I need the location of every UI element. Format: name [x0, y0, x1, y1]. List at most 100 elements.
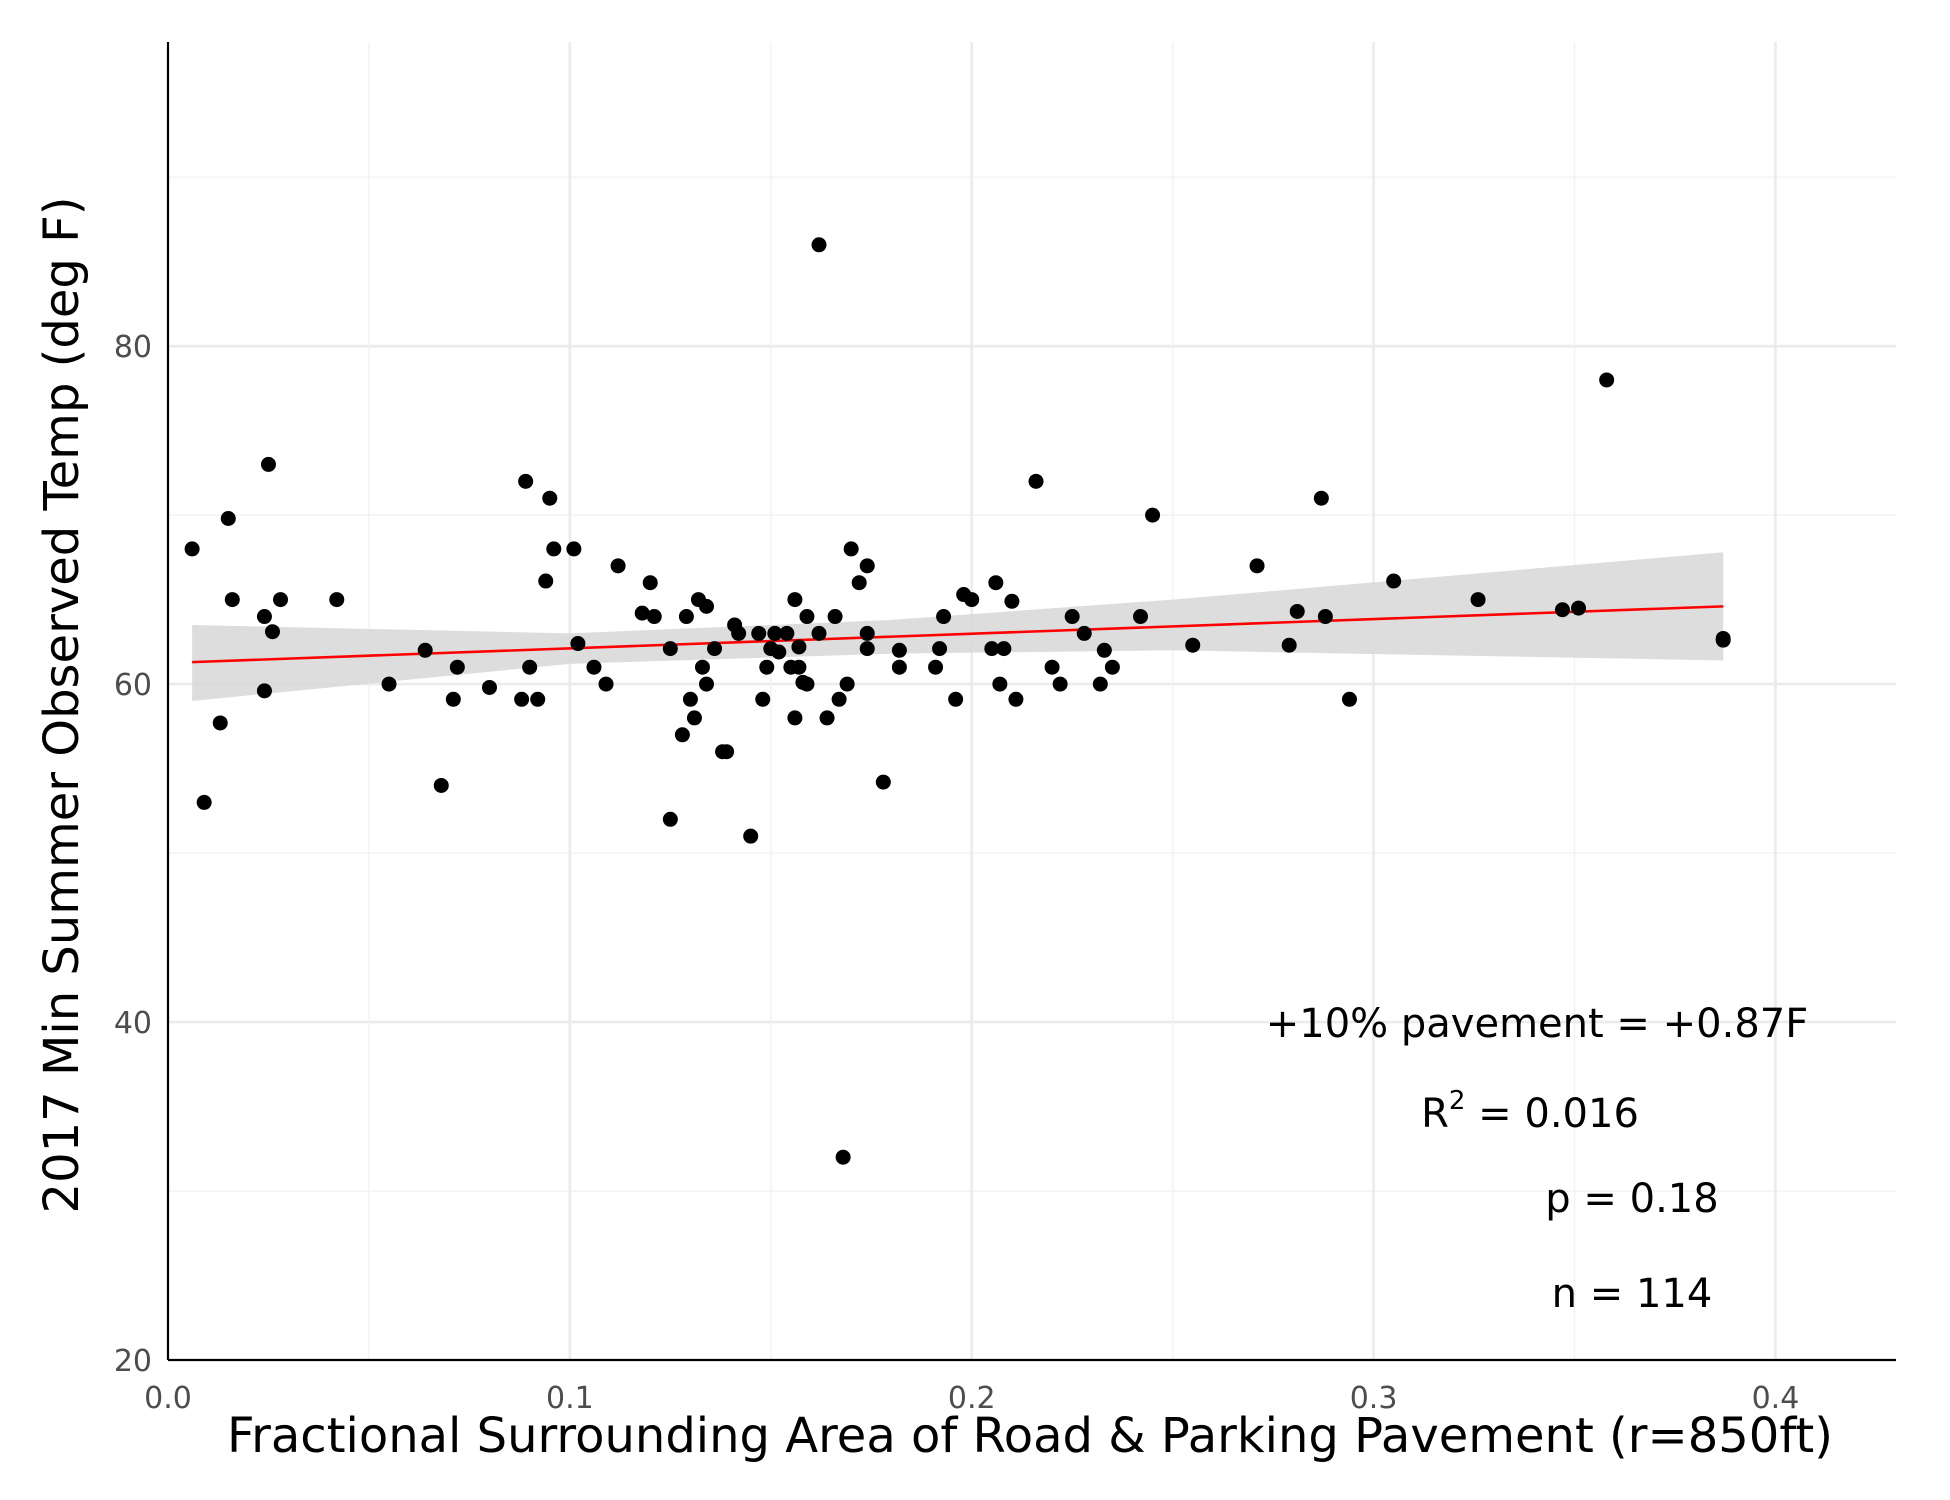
data-point — [707, 641, 723, 657]
x-tick-label: 0.1 — [546, 1381, 594, 1416]
x-tick-label: 0.3 — [1350, 1381, 1398, 1416]
data-point — [694, 659, 710, 675]
data-point — [220, 511, 236, 527]
data-point — [996, 641, 1012, 657]
y-tick-label: 60 — [114, 668, 152, 703]
data-point — [1044, 659, 1060, 675]
data-point — [1052, 676, 1068, 692]
data-point — [891, 659, 907, 675]
data-point — [642, 575, 658, 591]
data-point — [984, 641, 1000, 657]
data-point — [1249, 558, 1265, 574]
axes — [166, 42, 1896, 1362]
data-point — [1386, 573, 1402, 589]
data-point — [771, 644, 787, 660]
confidence-band — [192, 552, 1724, 701]
data-point — [1064, 609, 1080, 625]
data-point — [1133, 609, 1149, 625]
data-point — [755, 691, 771, 707]
data-point — [787, 592, 803, 608]
data-point — [682, 691, 698, 707]
data-point — [819, 710, 835, 726]
data-point — [329, 592, 345, 608]
data-point — [1554, 602, 1570, 618]
data-point — [1281, 637, 1297, 653]
data-point — [1715, 630, 1731, 646]
data-point — [1008, 691, 1024, 707]
data-point — [381, 676, 397, 692]
data-point — [859, 558, 875, 574]
data-point — [256, 609, 272, 625]
data-point — [184, 541, 200, 557]
data-point — [678, 609, 694, 625]
stats-annotations: +10% pavement = +0.87F R2 = 0.016 p = 0.… — [1266, 1001, 1808, 1317]
annotation-p-value: p = 0.18 — [1545, 1176, 1718, 1222]
data-point — [1096, 642, 1112, 658]
data-point — [928, 659, 944, 675]
data-point — [566, 541, 582, 557]
data-point — [988, 575, 1004, 591]
data-point — [256, 683, 272, 699]
data-point — [799, 676, 815, 692]
data-point — [542, 490, 558, 506]
data-point — [843, 541, 859, 557]
annotation-r-squared-prefix: R — [1421, 1091, 1449, 1137]
data-point — [196, 794, 212, 810]
fit-line — [192, 605, 1724, 664]
data-point — [686, 710, 702, 726]
data-point — [859, 641, 875, 657]
data-point — [1470, 592, 1486, 608]
data-point — [791, 659, 807, 675]
data-point — [1341, 691, 1357, 707]
data-point — [875, 774, 891, 790]
data-point — [1028, 473, 1044, 489]
data-point — [212, 715, 228, 731]
data-point — [811, 237, 827, 253]
data-point — [799, 609, 815, 625]
data-point — [1289, 603, 1305, 619]
tick-labels: 0.0 0.1 0.2 0.3 0.4 20 40 60 80 — [114, 330, 1799, 1416]
data-point — [514, 691, 530, 707]
data-point — [859, 625, 875, 641]
data-point — [445, 691, 461, 707]
data-point — [260, 456, 276, 472]
data-point — [891, 642, 907, 658]
data-point — [598, 676, 614, 692]
data-point — [662, 641, 678, 657]
data-point — [1599, 372, 1615, 388]
data-point — [743, 828, 759, 844]
data-point — [1145, 507, 1161, 523]
data-point — [224, 592, 240, 608]
x-tick-label: 0.0 — [144, 1381, 192, 1416]
data-point — [530, 691, 546, 707]
data-point — [1313, 490, 1329, 506]
data-point — [1104, 659, 1120, 675]
annotation-effect: +10% pavement = +0.87F — [1266, 1001, 1808, 1047]
data-point — [570, 636, 586, 652]
data-point — [538, 573, 554, 589]
data-point — [1076, 625, 1092, 641]
annotation-r-squared: R2 = 0.016 — [1421, 1086, 1639, 1137]
data-point — [936, 609, 952, 625]
data-point — [646, 609, 662, 625]
data-point — [759, 659, 775, 675]
data-point — [546, 541, 562, 557]
data-point — [518, 473, 534, 489]
data-point — [791, 639, 807, 655]
data-point — [948, 691, 964, 707]
y-tick-label: 80 — [114, 330, 152, 365]
y-tick-label: 20 — [114, 1344, 152, 1379]
data-point — [634, 605, 650, 621]
data-point — [1004, 593, 1020, 609]
data-point — [831, 691, 847, 707]
data-point — [481, 679, 497, 695]
annotation-r-squared-sup: 2 — [1449, 1086, 1466, 1116]
data-point — [839, 676, 855, 692]
x-tick-label: 0.4 — [1752, 1381, 1800, 1416]
data-point — [417, 642, 433, 658]
data-point — [779, 625, 795, 641]
y-tick-label: 40 — [114, 1006, 152, 1041]
data-point — [964, 592, 980, 608]
